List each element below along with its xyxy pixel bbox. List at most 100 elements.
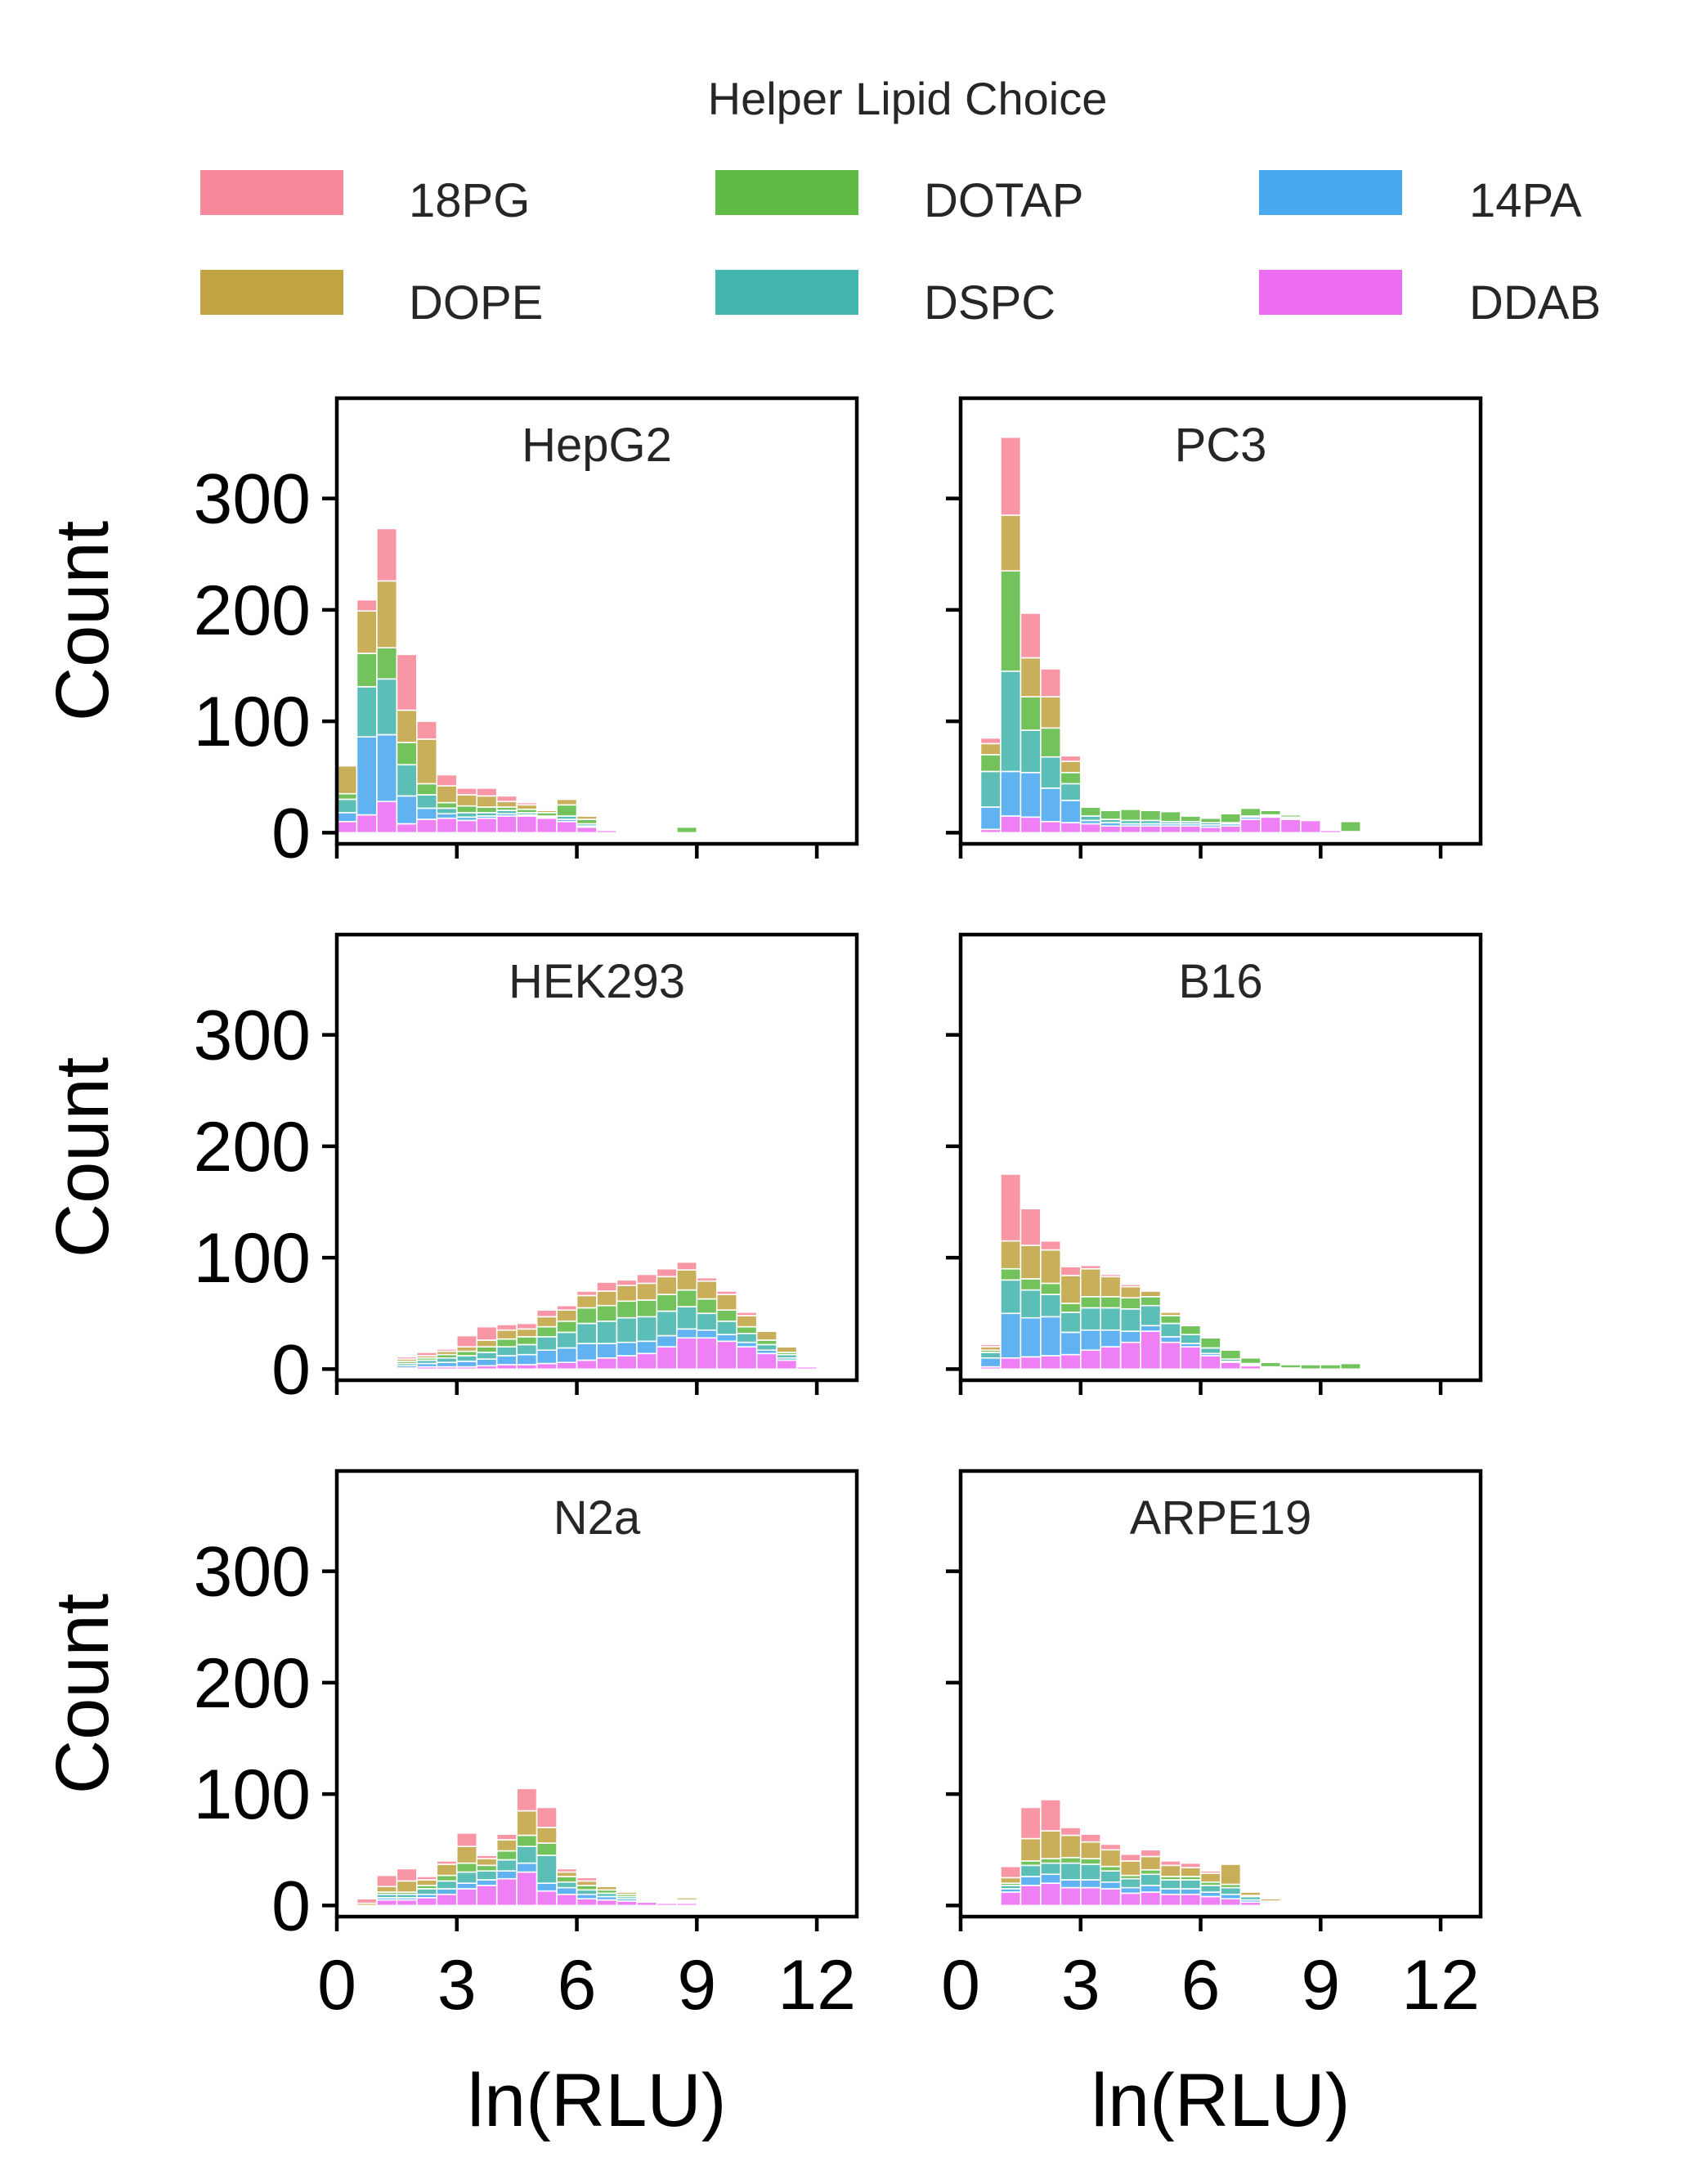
y-tick-label-hek293-0: 0 — [271, 1330, 311, 1409]
bar-b16-ddab — [1220, 1361, 1242, 1370]
bar-arpe19-dspc — [1199, 1885, 1221, 1893]
bar-n2a-18pg — [356, 1898, 378, 1904]
bar-pc3-ddab — [1239, 818, 1262, 834]
bar-arpe19-dope — [1140, 1855, 1162, 1871]
bar-hek293-18pg — [715, 1290, 738, 1295]
x-tick-label-n2a-3: 3 — [437, 1946, 477, 2025]
bar-n2a-dope — [416, 1879, 438, 1886]
bar-b16-14pa — [1040, 1316, 1062, 1357]
bars-n2a — [356, 1787, 778, 1907]
x-tick-label-arpe19-3: 3 — [1061, 1946, 1100, 2025]
bar-pc3-dotap — [1239, 807, 1262, 817]
legend-swatch-14pa — [1259, 170, 1402, 215]
bar-hepg2-18pg — [396, 653, 418, 711]
bar-hepg2-dotap — [616, 829, 638, 832]
bar-hepg2-dotap — [336, 792, 358, 801]
bar-arpe19-dope — [1020, 1837, 1042, 1862]
bar-hepg2-dope — [376, 580, 398, 649]
bar-arpe19-dspc — [1020, 1864, 1042, 1877]
bar-hepg2-dotap — [676, 826, 698, 834]
bar-hek293-dspc — [676, 1306, 698, 1330]
bar-n2a-dspc — [476, 1870, 498, 1881]
bar-pc3-dspc — [1000, 670, 1022, 773]
bar-n2a-dspc — [576, 1889, 598, 1895]
x-tick-label-arpe19-12: 12 — [1401, 1946, 1480, 2025]
bar-pc3-ddab — [1220, 825, 1242, 834]
bar-pc3-ddab — [1159, 825, 1181, 834]
bar-b16-ddab — [1100, 1346, 1122, 1370]
bar-hek293-dspc — [656, 1310, 678, 1337]
bar-b16-14pa — [979, 1357, 1002, 1368]
bar-hepg2-dope — [356, 610, 378, 654]
bar-pc3-14pa — [979, 806, 1002, 831]
bar-hek293-18pg — [636, 1273, 658, 1285]
bar-arpe19-14pa — [1220, 1893, 1242, 1899]
plot-frame-n2a — [334, 1469, 859, 1919]
bar-pc3-dspc — [979, 770, 1002, 808]
bar-pc3-dotap — [1159, 810, 1181, 823]
bar-hepg2-dope — [495, 801, 518, 808]
bar-pc3-ddab — [1000, 815, 1022, 834]
bar-hek293-dope — [636, 1282, 658, 1301]
bar-hek293-ddab — [576, 1359, 598, 1370]
bar-b16-18pg — [1060, 1266, 1082, 1276]
bar-hepg2-ddab — [396, 823, 418, 834]
bar-b16-ddab — [1119, 1341, 1141, 1370]
y-axis-label-n2a: Count — [41, 1594, 124, 1795]
bar-hek293-dope — [656, 1276, 678, 1295]
bar-b16-dope — [1119, 1285, 1141, 1298]
bar-b16-dotap — [1020, 1278, 1042, 1291]
x-tick-label-n2a-12: 12 — [778, 1946, 856, 2025]
bar-hek293-ddab — [596, 1357, 618, 1370]
bar-n2a-dspc — [536, 1854, 558, 1884]
plot-frame-hepg2 — [334, 396, 859, 846]
bar-hek293-dspc — [516, 1343, 538, 1356]
bar-arpe19-ddab — [1079, 1886, 1102, 1907]
bar-n2a-dotap — [436, 1874, 458, 1882]
bar-arpe19-dspc — [1140, 1873, 1162, 1886]
bar-b16-dotap — [1040, 1282, 1062, 1295]
bar-b16-dspc — [1140, 1304, 1162, 1327]
bar-hek293-dotap — [536, 1325, 558, 1338]
legend-swatch-dotap — [715, 170, 858, 215]
bar-arpe19-18pg — [1100, 1843, 1122, 1851]
bar-hek293-dotap — [376, 1364, 398, 1367]
bar-n2a-ddab — [396, 1899, 418, 1907]
bar-arpe19-14pa — [1060, 1879, 1082, 1889]
bar-hepg2-ddab — [436, 817, 458, 834]
bar-arpe19-dotap — [1140, 1868, 1162, 1876]
bar-arpe19-ddab — [1119, 1892, 1141, 1907]
bar-pc3-ddab — [1140, 825, 1162, 834]
bar-n2a-ddab — [476, 1885, 498, 1907]
bar-hek293-18pg — [656, 1267, 678, 1278]
bar-hek293-dspc — [755, 1343, 778, 1352]
bar-hek293-18pg — [576, 1290, 598, 1297]
bar-hek293-18pg — [556, 1304, 578, 1311]
bar-hepg2-14pa — [356, 736, 378, 816]
bar-hepg2-ddab — [376, 801, 398, 834]
bar-arpe19-ddab — [1220, 1898, 1242, 1907]
bar-hepg2-ddab — [356, 814, 378, 834]
bar-b16-dspc — [1079, 1307, 1102, 1331]
bar-arpe19-dotap — [1040, 1858, 1062, 1864]
y-tick-label-hek293-100: 100 — [194, 1219, 311, 1298]
bar-hek293-dotap — [476, 1346, 498, 1353]
bar-pc3-ddab — [1079, 823, 1102, 834]
bar-hek293-dspc — [736, 1332, 758, 1343]
legend-entry-dspc: DSPC — [715, 270, 1055, 330]
bar-hek293-14pa — [536, 1349, 558, 1365]
bar-b16-14pa — [1000, 1312, 1022, 1359]
bar-hepg2-18pg — [376, 527, 398, 582]
bar-hek293-14pa — [596, 1343, 618, 1359]
bar-b16-18pg — [1000, 1173, 1022, 1242]
bar-n2a-18pg — [516, 1787, 538, 1812]
bar-arpe19-ddab — [1140, 1891, 1162, 1907]
bar-arpe19-dope — [1180, 1867, 1202, 1877]
x-tick-label-n2a-9: 9 — [677, 1946, 716, 2025]
bar-b16-dotap — [1220, 1349, 1242, 1360]
bar-hek293-ddab — [536, 1362, 558, 1370]
bar-pc3-dope — [979, 742, 1002, 756]
bar-hek293-18pg — [755, 1329, 778, 1332]
bar-n2a-dotap — [476, 1864, 498, 1872]
bar-hek293-14pa — [455, 1361, 478, 1368]
